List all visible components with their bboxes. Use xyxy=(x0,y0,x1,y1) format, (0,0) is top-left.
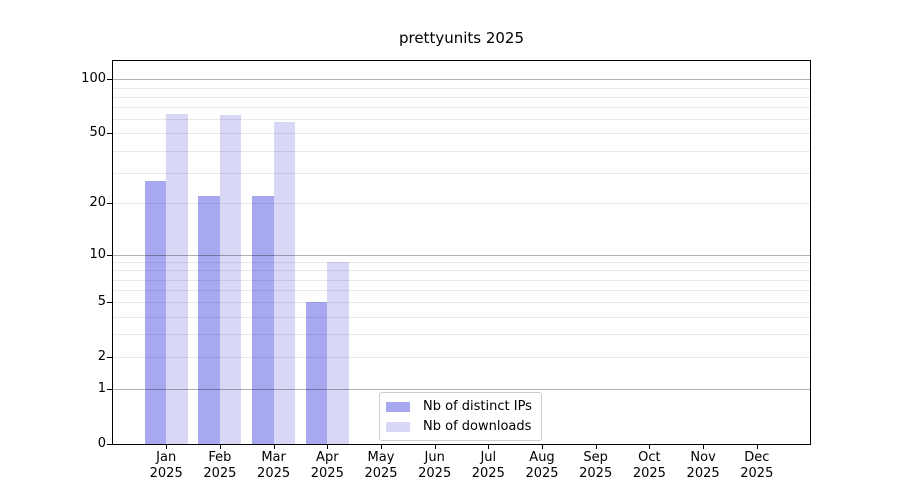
legend-label-distinct-ips: Nb of distinct IPs xyxy=(423,399,532,414)
x-tick-label-feb: Feb 2025 xyxy=(203,450,237,481)
y-tick-mark-10 xyxy=(107,254,113,256)
x-tick-mark-jun xyxy=(434,444,436,449)
major-gridline-10 xyxy=(113,254,810,256)
minor-gridline-8 xyxy=(113,270,810,272)
legend: Nb of distinct IPs Nb of downloads xyxy=(379,392,542,441)
x-tick-mark-feb xyxy=(219,444,221,449)
y-tick-label-5: 5 xyxy=(97,294,106,310)
y-tick-mark-50 xyxy=(107,133,113,135)
x-tick-label-nov: Nov 2025 xyxy=(686,450,720,481)
x-tick-mark-sep xyxy=(595,444,597,449)
x-tick-label-jun: Jun 2025 xyxy=(418,450,452,481)
y-tick-mark-0 xyxy=(107,444,113,445)
bar-downloads-feb xyxy=(219,115,242,444)
x-tick-mark-nov xyxy=(703,444,705,449)
x-tick-label-sep: Sep 2025 xyxy=(579,450,613,481)
plot-border xyxy=(112,60,811,445)
y-tick-label-2: 2 xyxy=(97,349,106,365)
bar-distinct-ips-apr xyxy=(305,302,328,444)
x-tick-mark-mar xyxy=(273,444,275,449)
minor-gridline-7 xyxy=(113,279,810,281)
legend-label-downloads: Nb of downloads xyxy=(423,419,532,434)
x-tick-label-jul: Jul 2025 xyxy=(471,450,505,481)
y-tick-label-0: 0 xyxy=(97,436,106,451)
x-tick-mark-may xyxy=(381,444,382,449)
minor-gridline-20 xyxy=(113,203,810,205)
x-tick-label-oct: Oct 2025 xyxy=(632,450,666,481)
minor-gridline-3 xyxy=(113,334,810,336)
bar-downloads-apr xyxy=(327,262,349,444)
x-tick-mark-dec xyxy=(756,444,758,449)
bar-distinct-ips-mar xyxy=(252,196,274,444)
minor-gridline-50 xyxy=(113,133,810,135)
x-tick-label-apr: Apr 2025 xyxy=(310,450,344,481)
y-tick-mark-5 xyxy=(107,302,113,304)
y-tick-label-1: 1 xyxy=(97,381,106,397)
minor-gridline-4 xyxy=(113,316,810,318)
bar-downloads-mar xyxy=(273,121,296,444)
chart-title: prettyunits 2025 xyxy=(398,29,525,47)
minor-gridline-5 xyxy=(113,302,810,304)
y-tick-label-100: 100 xyxy=(81,71,106,87)
x-tick-label-jan: Jan 2025 xyxy=(149,450,183,481)
y-tick-mark-100 xyxy=(107,79,113,81)
minor-gridline-40 xyxy=(113,150,810,152)
major-gridline-1 xyxy=(113,389,810,391)
legend-swatch-distinct-ips xyxy=(386,401,410,412)
x-tick-mark-aug xyxy=(542,444,543,449)
minor-gridline-30 xyxy=(113,172,810,174)
minor-gridline-2 xyxy=(113,357,810,359)
bar-distinct-ips-feb xyxy=(198,196,220,444)
x-tick-label-mar: Mar 2025 xyxy=(257,450,291,481)
minor-gridline-6 xyxy=(113,290,810,292)
x-tick-mark-jan xyxy=(166,444,168,449)
plot-area xyxy=(113,61,810,444)
bar-downloads-jan xyxy=(166,114,188,444)
legend-entry-distinct-ips: Nb of distinct IPs xyxy=(386,398,532,415)
y-tick-mark-20 xyxy=(107,203,113,205)
x-tick-mark-oct xyxy=(649,444,651,449)
x-tick-mark-apr xyxy=(327,444,329,449)
minor-gridline-70 xyxy=(113,107,810,109)
minor-gridline-80 xyxy=(113,96,810,98)
x-tick-label-dec: Dec 2025 xyxy=(740,450,774,481)
x-tick-label-aug: Aug 2025 xyxy=(525,450,559,481)
major-gridline-100 xyxy=(113,79,810,81)
y-tick-label-50: 50 xyxy=(89,125,106,141)
legend-entry-downloads: Nb of downloads xyxy=(386,418,532,435)
legend-swatch-downloads xyxy=(386,421,410,432)
minor-gridline-90 xyxy=(113,87,810,89)
minor-gridline-9 xyxy=(113,262,810,263)
y-tick-mark-2 xyxy=(107,357,113,359)
x-tick-mark-jul xyxy=(488,444,490,449)
y-tick-label-10: 10 xyxy=(89,246,106,262)
minor-gridline-60 xyxy=(113,119,810,121)
y-tick-mark-1 xyxy=(107,389,113,391)
bar-distinct-ips-jan xyxy=(144,180,167,444)
y-tick-label-20: 20 xyxy=(89,195,106,211)
x-tick-label-may: May 2025 xyxy=(364,450,398,481)
